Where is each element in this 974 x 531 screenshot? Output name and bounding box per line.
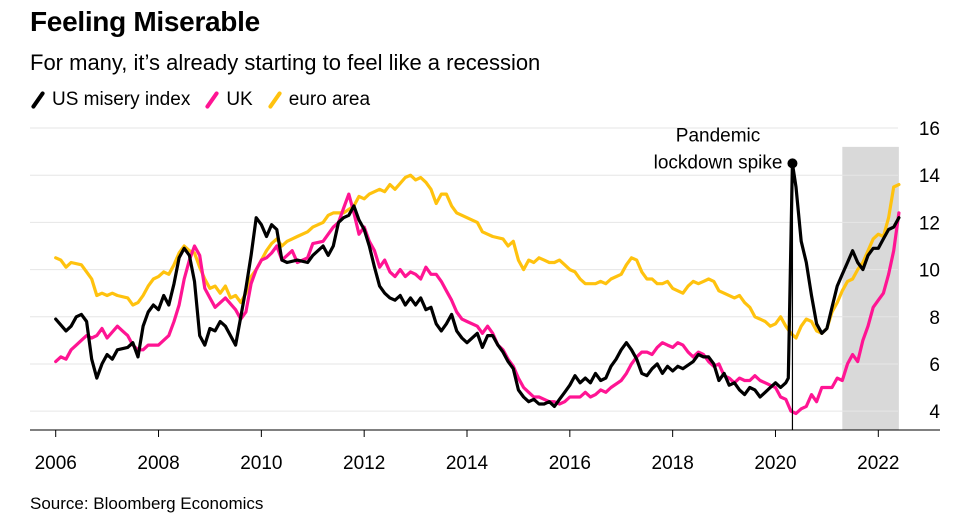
series-line-uk [54,192,901,416]
y-tick-label-16: 16 [919,119,940,140]
legend-label-us: US misery index [52,89,191,110]
x-tick-label-2014: 2014 [446,453,489,474]
x-tick-label-2012: 2012 [343,453,385,474]
x-tick-label-2022: 2022 [857,453,899,474]
x-tick-label-2020: 2020 [754,453,796,474]
y-tick-label-10: 10 [919,261,940,282]
legend-label-uk: UK [226,89,253,110]
y-tick-label-6: 6 [929,355,940,376]
shaded-region [842,146,899,430]
series-line-euro [54,173,901,340]
legend-label-euro: euro area [288,89,371,110]
legend-item-euro: euro area [267,89,370,111]
legend-item-uk: UK [204,89,253,111]
series-layer [54,161,901,416]
annotation-label-line-1: Pandemic [676,125,761,146]
series-line-us [54,161,901,408]
x-tick-label-2018: 2018 [652,453,694,474]
source-note: Source: Bloomberg Economics [30,494,264,513]
chart-subtitle: For many, it’s already starting to feel … [30,50,541,75]
axis-layer: 4 6 8 10 12 14 16 2006 2008 2010 2012 2014 2016 2018 2… [30,119,940,474]
annotation-label-line-2: lockdown spike [654,152,783,173]
legend-item-us: US misery index [30,89,190,111]
y-tick-label-4: 4 [929,402,940,423]
y-tick-label-12: 12 [919,213,940,234]
x-tick-label-2016: 2016 [549,453,591,474]
y-tick-label-8: 8 [929,308,940,329]
annotation-layer: Pandemic lockdown spike [654,125,798,430]
x-tick-label-2008: 2008 [137,453,179,474]
x-tick-label-2010: 2010 [240,453,282,474]
annotation-marker [787,158,798,169]
y-tick-label-14: 14 [919,166,941,187]
x-tick-label-2006: 2006 [35,453,77,474]
legend: US misery index UK euro area [30,89,384,111]
chart-title: Feeling Miserable [30,6,260,37]
shaded-region-layer [842,146,899,430]
